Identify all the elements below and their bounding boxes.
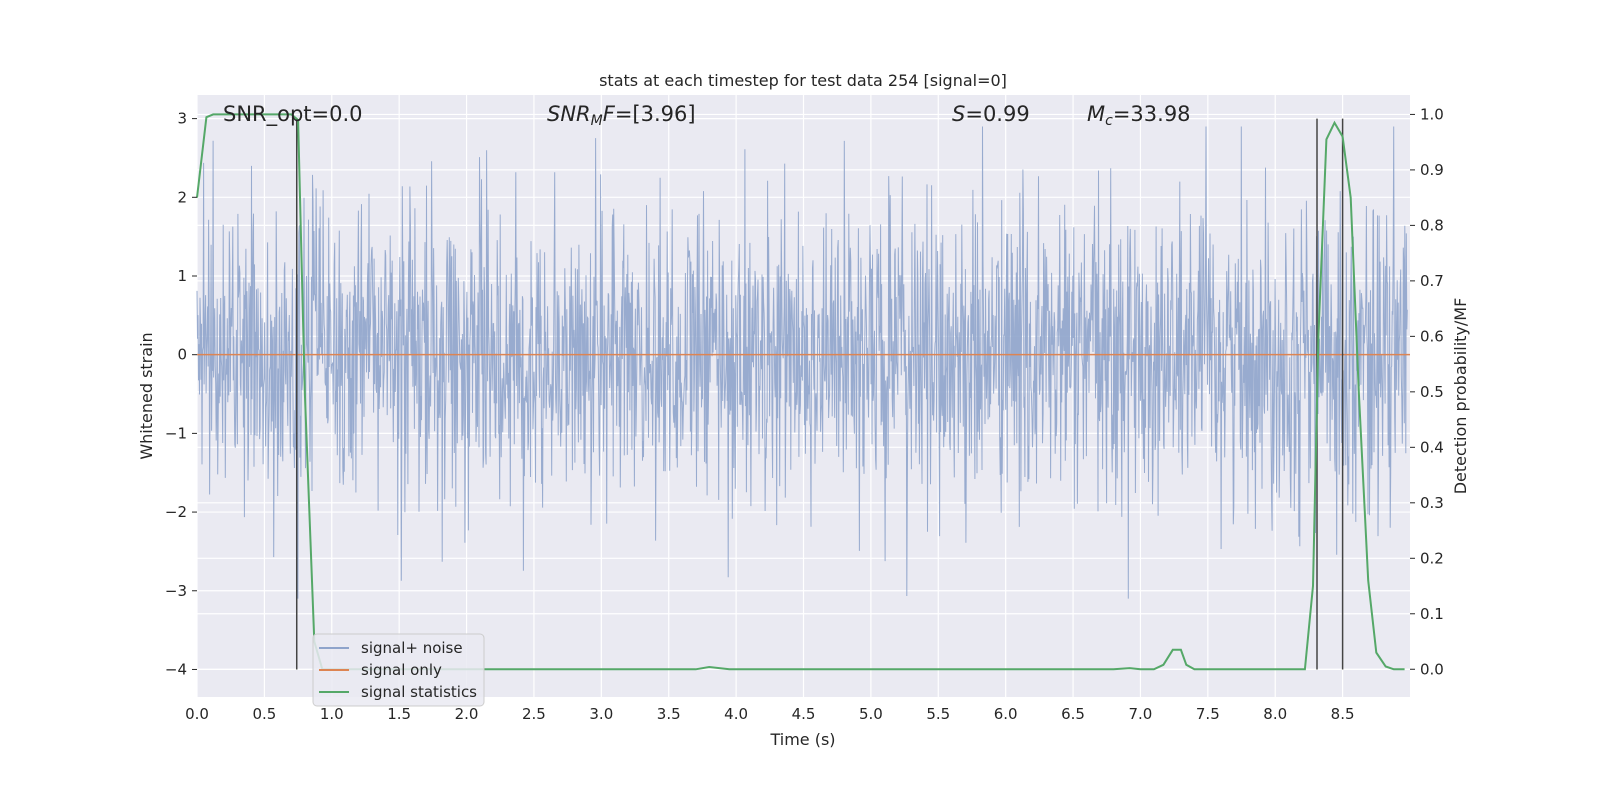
x-tick-label: 1.0 [320,705,344,723]
legend-label-noise: signal+ noise [361,639,463,657]
y2-tick-label: 0.3 [1420,494,1444,512]
y2-tick-label: 0.1 [1420,605,1444,623]
x-tick-label: 8.5 [1331,705,1355,723]
x-tick-label: 6.0 [994,705,1018,723]
y-tick-labels: 3 2 1 0 −1 −2 −3 −4 [165,110,197,678]
x-tick-label: 7.5 [1196,705,1220,723]
legend-label-statistics: signal statistics [361,683,477,701]
y2-tick-label: 0.9 [1420,161,1444,179]
y2-tick-label: 0.8 [1420,216,1444,234]
x-tick-label: 3.5 [657,705,681,723]
snr-opt-annotation: SNR_opt=0.0 [223,102,363,127]
y2-tick-label: 0.7 [1420,272,1444,290]
y2-tick-label: 0.0 [1420,660,1444,678]
y-tick-label: −2 [165,503,187,521]
y-tick-label: −1 [165,424,187,442]
y-tick-label: −4 [165,660,187,678]
x-tick-label: 5.0 [859,705,883,723]
y2-axis-label: Detection probability/MF [1451,298,1470,495]
legend-box [312,633,485,707]
x-tick-label: 0.0 [185,705,209,723]
y2-tick-label: 0.5 [1420,383,1444,401]
x-axis-label: Time (s) [769,730,835,749]
legend: signal+ noise signal only signal statist… [312,633,485,707]
x-tick-label: 2.5 [522,705,546,723]
x-tick-label: 6.5 [1061,705,1085,723]
x-tick-label: 0.5 [252,705,276,723]
y-tick-label: −3 [165,582,187,600]
statistics-series-line [196,113,1405,671]
y2-tick-label: 0.2 [1420,549,1444,567]
x-tick-label: 1.5 [387,705,411,723]
y-tick-label: 0 [177,346,187,364]
x-tick-label: 4.5 [792,705,816,723]
s-annotation: S=0.99 [952,102,1030,126]
x-tick-label: 2.0 [455,705,479,723]
y2-tick-label: 0.6 [1420,327,1444,345]
y2-tick-label: 0.4 [1420,438,1444,456]
x-tick-label: 5.5 [926,705,950,723]
statistics-trace [196,113,1405,671]
legend-label-signal-only: signal only [361,661,442,679]
snr-mf-annotation: SNRMF=[3.96] [547,102,696,129]
mc-annotation: Mc=33.98 [1087,102,1191,129]
x-tick-label: 3.0 [589,705,613,723]
x-tick-label: 4.0 [724,705,748,723]
y-axis-label: Whitened strain [137,332,156,459]
chart-title: stats at each timestep for test data 254… [599,71,1007,90]
y2-tick-label: 1.0 [1420,105,1444,123]
x-tick-label: 8.0 [1263,705,1287,723]
noise-trace [196,126,1408,599]
y-tick-label: 3 [177,110,187,128]
y-tick-label: 1 [177,267,187,285]
x-tick-label: 7.0 [1129,705,1153,723]
x-tick-labels: 0.0 0.5 1.0 1.5 2.0 2.5 3.0 3.5 4.0 4.5 5.0 5.5 6.0 6… [185,705,1354,723]
y2-tick-labels: 1.0 0.9 0.8 0.7 0.6 0.5 0.4 0.3 0.2 0.1 0.0 [1410,105,1444,678]
noise-series-line [196,126,1408,599]
y-tick-label: 2 [177,188,187,206]
